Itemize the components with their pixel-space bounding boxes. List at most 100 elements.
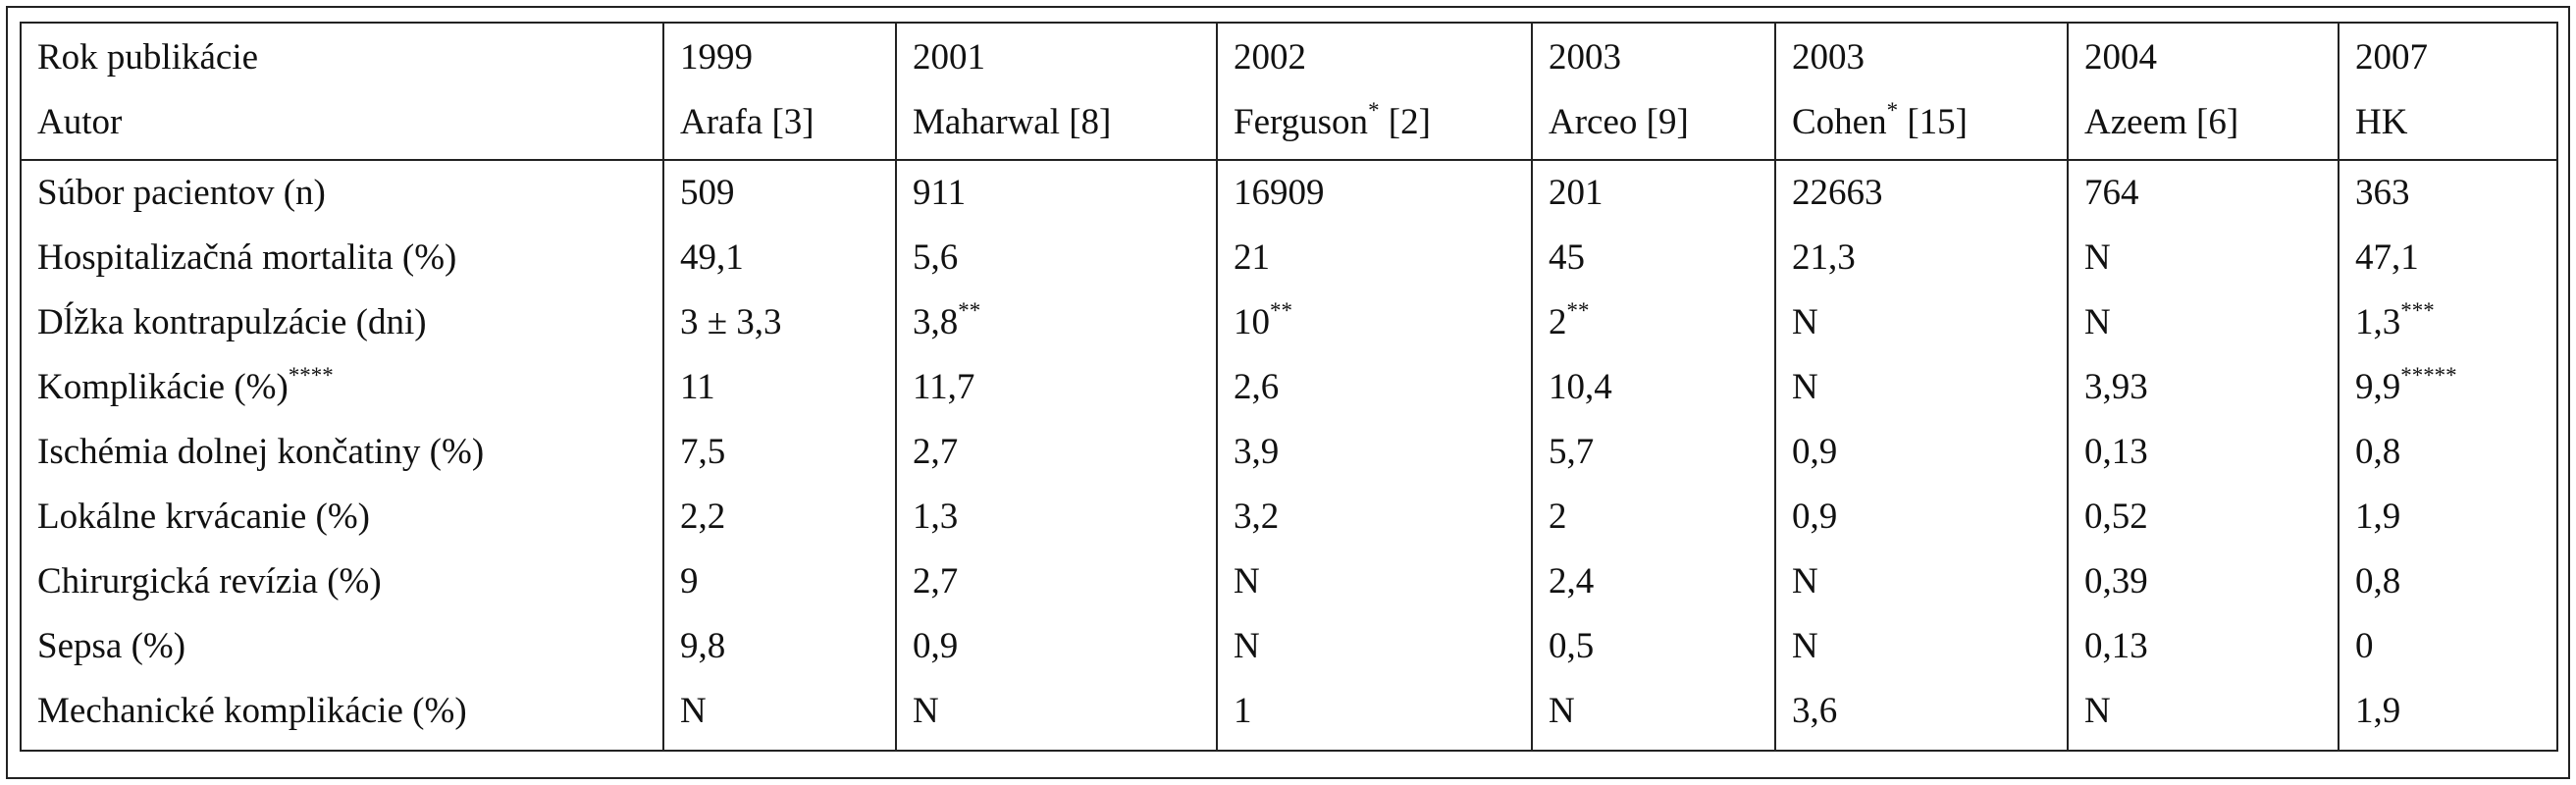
cell: 22663	[1774, 160, 2068, 226]
row-label: Súbor pacientov (n)	[37, 173, 326, 213]
cell: 0,5	[1531, 614, 1775, 679]
cell: 764	[2067, 160, 2339, 226]
cell: 2,4	[1531, 550, 1775, 614]
cell: 0,13	[2067, 614, 2339, 679]
data-row: Komplikácie (%)**** 11 11,7 2,6 10,4 N 3,93 9,9…	[21, 355, 2557, 420]
cell: N	[1531, 679, 1775, 751]
cell: 0,52	[2067, 485, 2339, 550]
cell: N	[1216, 614, 1532, 679]
cell: N	[1774, 355, 2068, 420]
author: Azeem [6]	[2084, 102, 2239, 142]
year: 2007	[2355, 37, 2428, 78]
year: 2003	[1549, 37, 1621, 78]
cell: 3,9	[1216, 420, 1532, 485]
cell: 0,39	[2067, 550, 2339, 614]
cell: N	[1216, 550, 1532, 614]
data-row: Mechanické komplikácie (%) N N 1 N 3,6 N 1,9	[21, 679, 2557, 751]
cell: 2,6	[1216, 355, 1532, 420]
cell: 1,3	[895, 485, 1217, 550]
year: 1999	[680, 37, 753, 78]
cell: 16909	[1216, 160, 1532, 226]
cell: 1,9	[2338, 485, 2557, 550]
header-row: Rok publikácie Autor 1999 Arafa [3] 2001 Maha…	[21, 23, 2557, 161]
year: 2001	[913, 37, 985, 78]
cell: 1,9	[2338, 679, 2557, 751]
cell: N	[2067, 679, 2339, 751]
cell: 2,7	[895, 420, 1217, 485]
cell: 3,8**	[895, 290, 1217, 355]
cell: 5,7	[1531, 420, 1775, 485]
header-cell: 2003 Cohen* [15]	[1774, 23, 2068, 161]
data-row: Dĺžka kontrapulzácie (dni) 3 ± 3,3 3,8** 10…	[21, 290, 2557, 355]
author: Cohen* [15]	[1792, 97, 1968, 142]
table-body: Rok publikácie Autor 1999 Arafa [3] 2001 Maha…	[21, 23, 2557, 751]
cell: N	[2067, 290, 2339, 355]
cell: 9,8	[662, 614, 896, 679]
cell: 10,4	[1531, 355, 1775, 420]
cell: 11,7	[895, 355, 1217, 420]
cell: 0,13	[2067, 420, 2339, 485]
data-table: Rok publikácie Autor 1999 Arafa [3] 2001 Maha…	[20, 22, 2558, 752]
cell: 0,9	[1774, 420, 2068, 485]
cell: 45	[1531, 226, 1775, 290]
data-row: Lokálne krvácanie (%) 2,2 1,3 3,2 2 0,9 0,52 1,…	[21, 485, 2557, 550]
cell: 2,2	[662, 485, 896, 550]
data-row: Chirurgická revízia (%) 9 2,7 N 2,4 N 0,39 0,8	[21, 550, 2557, 614]
cell: 1,3***	[2338, 290, 2557, 355]
header-label: Rok publikácie	[37, 37, 259, 78]
cell: 0	[2338, 614, 2557, 679]
cell: 5,6	[895, 226, 1217, 290]
row-label: Chirurgická revízia (%)	[37, 561, 382, 602]
cell: 3,2	[1216, 485, 1532, 550]
cell: 363	[2338, 160, 2557, 226]
row-label: Ischémia dolnej končatiny (%)	[37, 432, 485, 472]
author: HK	[2355, 102, 2408, 142]
author: Ferguson* [2]	[1234, 97, 1431, 142]
data-row: Sepsa (%) 9,8 0,9 N 0,5 N 0,13 0	[21, 614, 2557, 679]
cell: N	[1774, 290, 2068, 355]
cell: 3,93	[2067, 355, 2339, 420]
cell: N	[1774, 550, 2068, 614]
data-row: Hospitalizačná mortalita (%) 49,1 5,6 21 45 2…	[21, 226, 2557, 290]
cell: 0,8	[2338, 420, 2557, 485]
cell: 9,9*****	[2338, 355, 2557, 420]
row-label: Lokálne krvácanie (%)	[37, 497, 370, 537]
cell: 0,9	[895, 614, 1217, 679]
cell: N	[1774, 614, 2068, 679]
outer-frame	[6, 6, 2570, 779]
data-row: Ischémia dolnej končatiny (%) 7,5 2,7 3,9 5,…	[21, 420, 2557, 485]
cell: 3 ± 3,3	[662, 290, 896, 355]
cell: 201	[1531, 160, 1775, 226]
year: 2002	[1234, 37, 1306, 78]
cell: 2	[1531, 485, 1775, 550]
header-label-cell: Rok publikácie Autor	[21, 23, 663, 161]
cell: 21	[1216, 226, 1532, 290]
cell: 10**	[1216, 290, 1532, 355]
cell: 2**	[1531, 290, 1775, 355]
cell: 0,8	[2338, 550, 2557, 614]
header-cell: 2003 Arceo [9]	[1531, 23, 1775, 161]
cell: 11	[662, 355, 896, 420]
header-cell: 1999 Arafa [3]	[662, 23, 896, 161]
year: 2004	[2084, 37, 2157, 78]
cell: 1	[1216, 679, 1532, 751]
row-label: Komplikácie (%)****	[37, 362, 334, 407]
header-cell: 2007 HK	[2338, 23, 2557, 161]
cell: 7,5	[662, 420, 896, 485]
row-label: Hospitalizačná mortalita (%)	[37, 237, 457, 278]
header-cell: 2001 Maharwal [8]	[895, 23, 1217, 161]
cell: 49,1	[662, 226, 896, 290]
header-cell: 2004 Azeem [6]	[2067, 23, 2339, 161]
cell: 509	[662, 160, 896, 226]
author: Arceo [9]	[1549, 102, 1689, 142]
header-cell: 2002 Ferguson* [2]	[1216, 23, 1532, 161]
cell: N	[895, 679, 1217, 751]
row-label: Sepsa (%)	[37, 626, 186, 666]
cell: N	[2067, 226, 2339, 290]
cell: 0,9	[1774, 485, 2068, 550]
row-label: Dĺžka kontrapulzácie (dni)	[37, 302, 427, 342]
author: Maharwal [8]	[913, 102, 1112, 142]
cell: 21,3	[1774, 226, 2068, 290]
row-label: Mechanické komplikácie (%)	[37, 691, 467, 731]
